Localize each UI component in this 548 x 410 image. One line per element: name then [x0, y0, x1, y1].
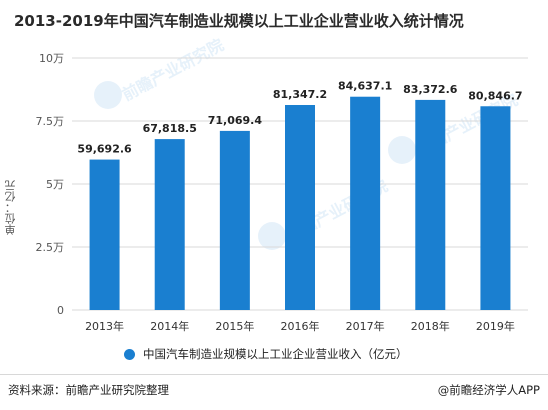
bar: [219, 130, 250, 310]
bar: [285, 105, 315, 310]
y-tick-label: 2.5万: [36, 241, 65, 254]
y-tick-label: 5万: [46, 178, 64, 191]
x-tick-label: 2015年: [215, 319, 254, 333]
y-axis-ticks: 0 2.5万 5万 7.5万 10万: [36, 52, 65, 317]
data-label: 80,846.7: [468, 89, 522, 102]
bar: [89, 159, 120, 310]
y-tick-label: 0: [57, 304, 64, 317]
data-label: 71,069.4: [208, 114, 263, 127]
x-axis-ticks: 2013年 2014年 2015年 2016年 2017年 2018年 2019年: [85, 319, 515, 333]
data-label: 59,692.6: [77, 143, 132, 156]
y-tick-label: 10万: [39, 52, 64, 65]
bar: [154, 139, 185, 310]
bar: [350, 96, 381, 310]
y-axis-label: 单位：亿元: [4, 180, 17, 235]
watermark-logo-icon: [258, 222, 286, 250]
chart-title: 2013-2019年中国汽车制造业规模以上工业企业营业收入统计情况: [14, 12, 464, 30]
legend: 中国汽车制造业规模以上工业企业营业收入（亿元）: [124, 346, 408, 362]
x-tick-label: 2017年: [346, 319, 385, 333]
x-tick-label: 2013年: [85, 319, 124, 333]
data-label: 67,818.5: [143, 122, 197, 135]
x-tick-label: 2018年: [411, 319, 450, 333]
data-labels: 59,692.6 67,818.5 71,069.4 81,347.2 84,637.1…: [77, 80, 522, 156]
data-label: 81,347.2: [273, 88, 327, 101]
data-label: 84,637.1: [338, 80, 392, 93]
y-tick-label: 7.5万: [36, 115, 65, 128]
bars: [89, 96, 511, 310]
source-note: 资料来源：前瞻产业研究院整理: [8, 383, 169, 397]
x-tick-label: 2019年: [476, 319, 515, 333]
bar: [480, 106, 511, 310]
watermark-logo-icon: [388, 136, 416, 164]
footer-divider: [0, 374, 548, 375]
bar: [415, 99, 446, 310]
watermark-text: 前瞻产业研究院: [119, 35, 227, 104]
x-tick-label: 2014年: [150, 319, 189, 333]
data-label: 83,372.6: [403, 83, 458, 96]
x-tick-label: 2016年: [281, 319, 320, 333]
legend-label: 中国汽车制造业规模以上工业企业营业收入（亿元）: [143, 347, 408, 361]
watermark-logo-icon: [94, 81, 122, 109]
credit-note: @前瞻经济学人APP: [437, 383, 540, 397]
legend-swatch: [124, 348, 135, 360]
